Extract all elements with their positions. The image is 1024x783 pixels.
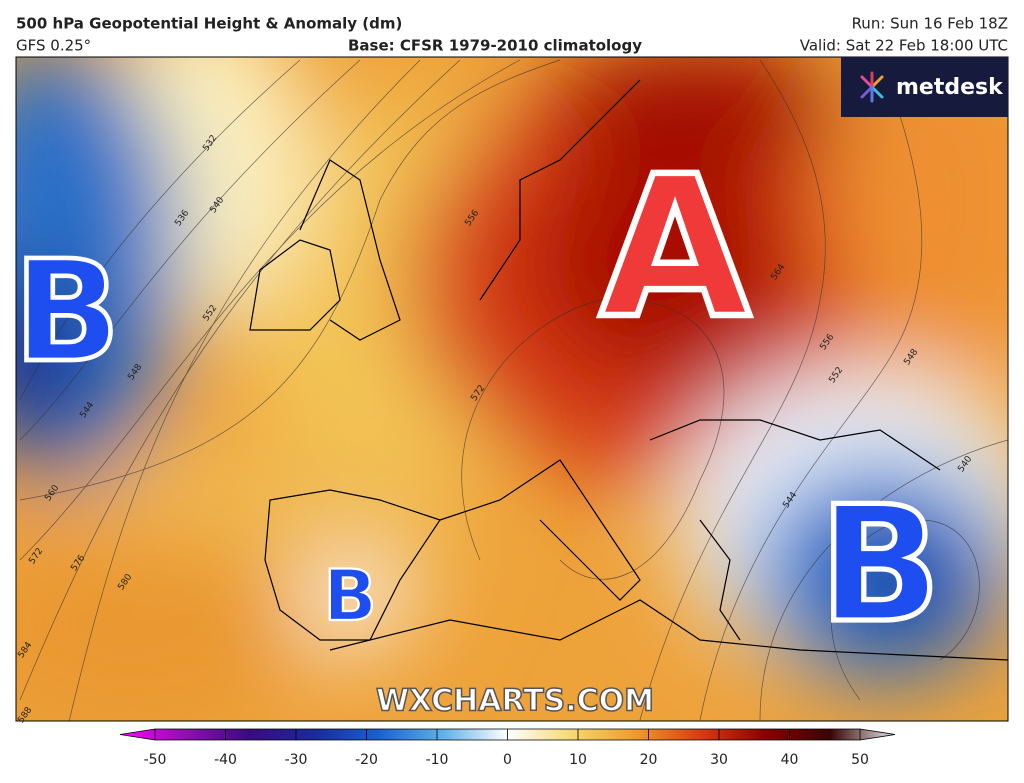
colorbar-tick-label: 40: [781, 752, 799, 768]
base: Base: CFSR 1979-2010 climatology: [348, 37, 642, 55]
colorbar-tick-label: 0: [503, 752, 512, 768]
map-field: [16, 57, 1008, 721]
colorbar-tick-label: -30: [285, 752, 308, 768]
pressure-center: B: [323, 555, 376, 637]
logo-icon: [860, 71, 884, 103]
title: 500 hPa Geopotential Height & Anomaly (d…: [16, 15, 402, 33]
pressure-center: B: [819, 471, 941, 658]
coastlines: [249, 79, 1008, 661]
colorbar-tick-label: 30: [710, 752, 728, 768]
logo-box: [841, 57, 1008, 117]
run: Run: Sun 16 Feb 18Z: [852, 15, 1008, 33]
logo-text: metdesk: [896, 75, 1004, 100]
pressure-center: B: [14, 231, 121, 394]
colorbar: -50 -40 -30 -20 -10 0 10 20 30 40 50: [119, 728, 896, 768]
colorbar-tick-label: 20: [640, 752, 658, 768]
pressure-center: A: [600, 134, 751, 361]
colorbar-tick-label: -40: [214, 752, 237, 768]
colorbar-tick-label: -20: [355, 752, 378, 768]
watermark: WXCHARTS.COM: [376, 684, 654, 719]
valid: Valid: Sat 22 Feb 18:00 UTC: [800, 37, 1008, 55]
map-frame: [15, 56, 1009, 722]
model: GFS 0.25°: [16, 37, 91, 55]
colorbar-tick-label: 10: [569, 752, 587, 768]
colorbar-tick-label: -10: [426, 752, 449, 768]
colorbar-tick-label: -50: [144, 752, 167, 768]
colorbar-tick-label: 50: [851, 752, 869, 768]
contours: [19, 59, 1008, 721]
